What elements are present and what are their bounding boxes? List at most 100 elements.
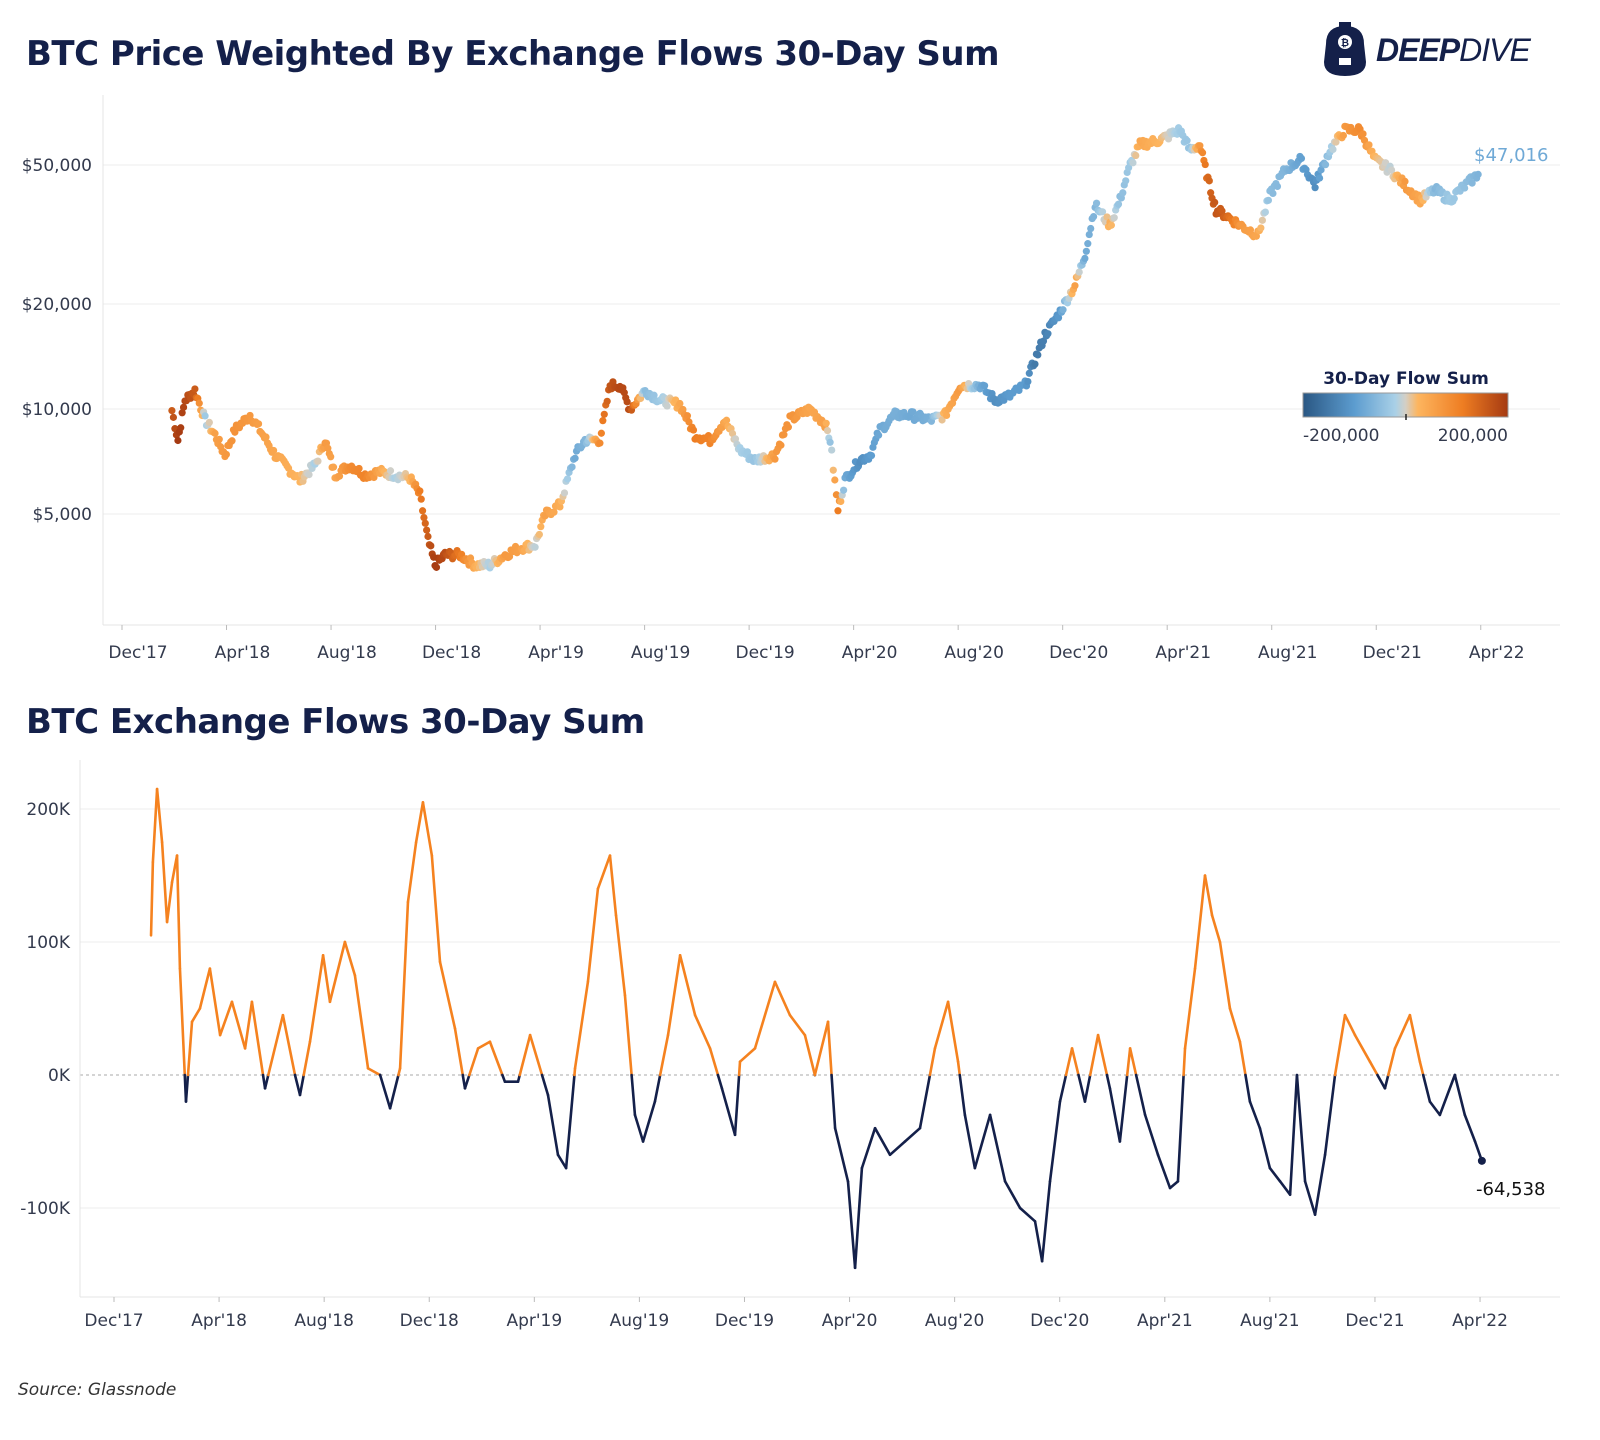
flow-line-segment (250, 1000, 265, 1077)
flow-line-segment (1323, 1073, 1337, 1157)
flow-x-tick-label: Apr'18 (191, 1311, 247, 1331)
flow-x-tick-label: Aug'18 (294, 1311, 354, 1331)
flow-line-segment (208, 967, 222, 1037)
flow-line-segment (846, 1180, 857, 1270)
flow-line-segment (678, 953, 697, 1017)
flow-end-label: -64,538 (1476, 1179, 1545, 1200)
flow-x-tick-label: Aug'20 (925, 1311, 985, 1331)
price-point (329, 463, 338, 471)
flow-chart-gridlines (80, 808, 1560, 1209)
price-point (743, 448, 752, 456)
flow-line-segment (1421, 1073, 1432, 1103)
flow-line-segment (298, 1073, 306, 1097)
price-point (1082, 247, 1090, 255)
flow-line-segment (540, 1073, 550, 1097)
price-x-tick-label: Apr'22 (1469, 643, 1525, 663)
price-point (1044, 330, 1052, 338)
flow-line-segment (1058, 1073, 1068, 1103)
flow-line-segment (528, 1033, 544, 1077)
price-chart-title: BTC Price Weighted By Exchange Flows 30-… (26, 34, 1000, 74)
legend-gradient-bar (1302, 392, 1509, 418)
flow-line-segment (321, 953, 332, 1004)
price-x-tick-label: Dec'17 (108, 643, 167, 663)
flow-line-segment (1070, 1047, 1080, 1077)
flow-line-segment (151, 787, 159, 864)
price-point (1321, 161, 1330, 169)
flow-line-segment (328, 940, 347, 1004)
price-point (550, 508, 558, 516)
flow-line-segment (573, 980, 590, 1070)
price-point (1098, 208, 1107, 216)
price-point (531, 543, 539, 551)
price-point (1359, 130, 1367, 138)
flow-line-segment (666, 953, 682, 1037)
price-point (1297, 154, 1306, 163)
flow-line-segment (1003, 1180, 1022, 1210)
price-point (571, 454, 579, 462)
price-point (427, 542, 435, 550)
price-point (195, 399, 203, 407)
flow-line-segment (155, 787, 164, 844)
price-point (1387, 166, 1396, 174)
flow-line-segment (630, 1073, 637, 1117)
price-point (1085, 230, 1093, 239)
deepdive-logo: ₿ DEEPDIVE (1322, 22, 1531, 78)
flow-line-segment (149, 860, 155, 937)
price-point (650, 391, 658, 399)
price-point (420, 513, 428, 522)
flow-line-segment (1278, 1180, 1292, 1196)
flow-line-segment (1244, 1073, 1252, 1103)
price-point (731, 435, 740, 443)
flow-line-segment (720, 1087, 737, 1137)
flow-line-segment (1096, 1033, 1109, 1077)
flow-line-segment (1238, 1040, 1247, 1077)
flow-line-segment (190, 1007, 202, 1024)
flow-line-segment (1383, 1073, 1390, 1090)
flow-line-segment (308, 953, 325, 1044)
flow-x-tick-label: Apr'22 (1452, 1311, 1508, 1331)
price-point (169, 413, 178, 421)
flow-line-segment (693, 1013, 712, 1050)
price-point (867, 451, 876, 460)
diver-helmet-bitcoin-icon: ₿ (1324, 22, 1366, 76)
flow-line-segment (218, 1000, 234, 1037)
price-chart-axes: $5,000 $10,000 $20,000 $50,000 Dec'17 Apr'18 A… (22, 95, 1560, 663)
flow-line-segment (1048, 1100, 1062, 1183)
price-point (314, 457, 322, 465)
flow-line-segment (903, 1126, 922, 1143)
flow-x-tick-label: Apr'19 (506, 1311, 562, 1331)
legend-min-label: -200,000 (1303, 426, 1379, 446)
price-point (215, 435, 223, 443)
flow-line-segment (453, 1027, 465, 1077)
price-point (1081, 254, 1089, 263)
price-point (777, 441, 785, 449)
flow-line-segment (608, 854, 618, 917)
price-point (1461, 184, 1469, 192)
flow-line-segment (1168, 1180, 1180, 1190)
price-point (1211, 198, 1219, 206)
flow-line-segment (1083, 1073, 1092, 1103)
price-point (840, 486, 848, 494)
flow-line-segment (476, 1040, 492, 1050)
flow-line-segment (1193, 874, 1207, 970)
flow-line-segment (353, 973, 370, 1070)
price-point (417, 495, 425, 503)
price-point (254, 420, 263, 428)
flow-line-segment (1303, 1180, 1317, 1216)
flow-line-segment (302, 1040, 312, 1077)
price-point (556, 503, 564, 511)
price-point (1273, 182, 1282, 191)
price-scatter-points (168, 122, 1482, 572)
flow-line-segment (1134, 1073, 1147, 1117)
flow-line-segment (243, 1000, 254, 1050)
flow-x-tick-label: Dec'20 (1030, 1311, 1089, 1331)
flow-line-segment (267, 1013, 285, 1077)
flow-line-segment (933, 1000, 950, 1050)
flow-line-segment (853, 1166, 864, 1270)
price-x-tick-label: Apr'21 (1155, 643, 1211, 663)
price-y-tick-label: $10,000 (22, 400, 92, 420)
price-x-tick-label: Apr'19 (528, 643, 584, 663)
flow-x-tick-label: Dec'18 (400, 1311, 459, 1331)
flow-line-segment (186, 1020, 194, 1077)
flow-line-segment (1077, 1073, 1087, 1103)
